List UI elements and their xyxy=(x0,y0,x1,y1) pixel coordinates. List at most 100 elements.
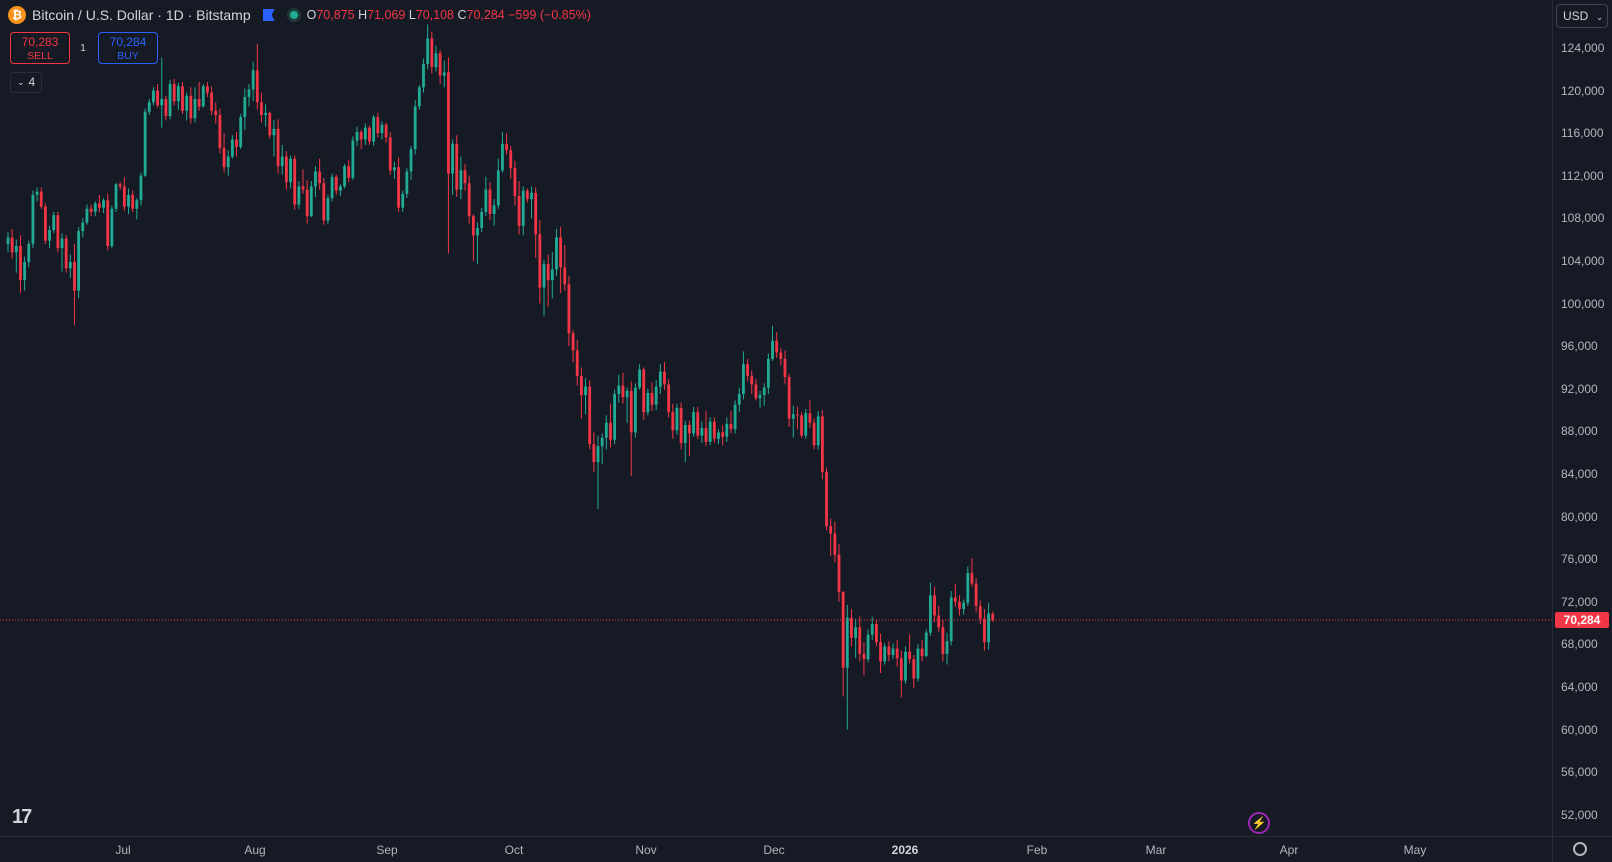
time-tick-label: Aug xyxy=(244,843,266,857)
candle xyxy=(164,95,168,121)
candle xyxy=(667,379,671,418)
chart-settings[interactable] xyxy=(1552,836,1612,862)
symbol-title[interactable]: Bitcoin / U.S. Dollar · 1D · Bitstamp xyxy=(32,7,251,23)
tradingview-logo-icon[interactable]: 17 xyxy=(12,806,32,828)
price-scale[interactable]: 124,000 120,000 116,000 112,000 108,000 104,0… xyxy=(1552,0,1612,836)
candle xyxy=(721,424,725,446)
candle xyxy=(638,364,641,390)
candle xyxy=(48,225,51,249)
candle xyxy=(89,204,93,217)
candle xyxy=(787,373,791,428)
candle xyxy=(471,214,475,261)
price-tick-label: 124,000 xyxy=(1561,40,1605,55)
candle xyxy=(222,133,226,173)
candle xyxy=(820,410,824,480)
candle xyxy=(409,145,413,180)
candle xyxy=(891,643,895,660)
buy-button[interactable]: 70,284 BUY xyxy=(98,32,158,64)
time-tick-label: Oct xyxy=(504,843,524,857)
currency-select[interactable]: USD ⌄ xyxy=(1556,4,1608,28)
price-tick-label: 80,000 xyxy=(1561,509,1598,524)
price-tick-label: 112,000 xyxy=(1561,168,1604,183)
price-tick-label: 92,000 xyxy=(1561,381,1598,396)
candle xyxy=(413,100,417,155)
candle xyxy=(530,186,533,219)
candle xyxy=(717,429,720,445)
candle xyxy=(334,174,338,195)
candle xyxy=(858,616,862,662)
candle xyxy=(837,544,841,602)
candle xyxy=(301,169,305,194)
chevron-down-icon: ⌄ xyxy=(17,77,25,87)
candle xyxy=(779,348,783,366)
candle xyxy=(937,605,941,632)
candle xyxy=(305,179,309,224)
candle xyxy=(127,188,130,215)
candle xyxy=(933,586,936,622)
candle xyxy=(492,199,496,226)
change-value: −599 (−0.85%) xyxy=(508,8,591,22)
price-tick-label: 72,000 xyxy=(1561,594,1598,609)
candle xyxy=(330,173,334,202)
candle xyxy=(388,132,392,175)
market-status-icon[interactable] xyxy=(286,8,301,22)
lightning-icon[interactable]: ⚡ xyxy=(1248,812,1270,834)
candle xyxy=(874,619,878,647)
time-tick-label: Mar xyxy=(1145,843,1167,857)
chart-pane[interactable]: ₿ Bitcoin / U.S. Dollar · 1D · Bitstamp … xyxy=(0,0,1552,836)
flag-icon[interactable] xyxy=(262,9,275,21)
candle xyxy=(206,82,209,97)
candle xyxy=(604,415,608,450)
candle xyxy=(480,207,484,233)
bitcoin-icon[interactable]: ₿ xyxy=(8,6,26,24)
price-tick-label: 104,000 xyxy=(1561,253,1605,268)
candle xyxy=(376,112,380,138)
candle xyxy=(152,87,155,106)
candle xyxy=(679,402,683,450)
candle xyxy=(81,218,85,238)
candle xyxy=(284,151,288,190)
candle xyxy=(525,188,529,203)
candle xyxy=(642,367,646,420)
candle xyxy=(567,275,571,347)
candle xyxy=(114,183,118,212)
candle xyxy=(289,155,292,189)
candle xyxy=(343,164,346,189)
time-tick-label: Dec xyxy=(763,843,785,857)
time-scale[interactable]: Jul Aug Sep Oct Nov Dec 2026 Feb Mar Apr May xyxy=(0,836,1552,862)
candle xyxy=(6,232,10,253)
candle xyxy=(368,125,371,145)
candle xyxy=(754,379,758,401)
price-tick-label: 100,000 xyxy=(1561,296,1605,311)
candle xyxy=(916,644,920,682)
candle xyxy=(98,194,101,212)
candle xyxy=(39,187,43,209)
candle xyxy=(825,467,828,531)
candlestick-chart[interactable] xyxy=(0,0,1552,836)
candle xyxy=(260,92,263,123)
sell-button[interactable]: 70,283 SELL xyxy=(10,32,70,64)
gear-icon[interactable] xyxy=(1573,842,1587,856)
candle xyxy=(417,85,421,110)
candle xyxy=(393,161,396,179)
candle xyxy=(401,190,405,212)
candle xyxy=(93,201,97,217)
time-tick-label: Nov xyxy=(635,843,657,857)
candle xyxy=(181,82,184,114)
indicators-toggle[interactable]: ⌄ 4 xyxy=(10,72,43,93)
candle xyxy=(110,205,114,249)
candle xyxy=(484,176,488,217)
candle xyxy=(314,166,317,198)
candle xyxy=(854,618,858,659)
candle xyxy=(791,405,795,438)
candle xyxy=(297,181,301,209)
candle xyxy=(380,121,384,140)
candle xyxy=(974,578,978,613)
candle xyxy=(850,609,853,647)
candle xyxy=(862,642,866,676)
price-tick-label: 52,000 xyxy=(1561,807,1598,822)
sell-label: SELL xyxy=(27,50,53,62)
candle xyxy=(845,604,849,730)
price-tick-label: 60,000 xyxy=(1561,722,1598,737)
candle xyxy=(488,182,492,221)
